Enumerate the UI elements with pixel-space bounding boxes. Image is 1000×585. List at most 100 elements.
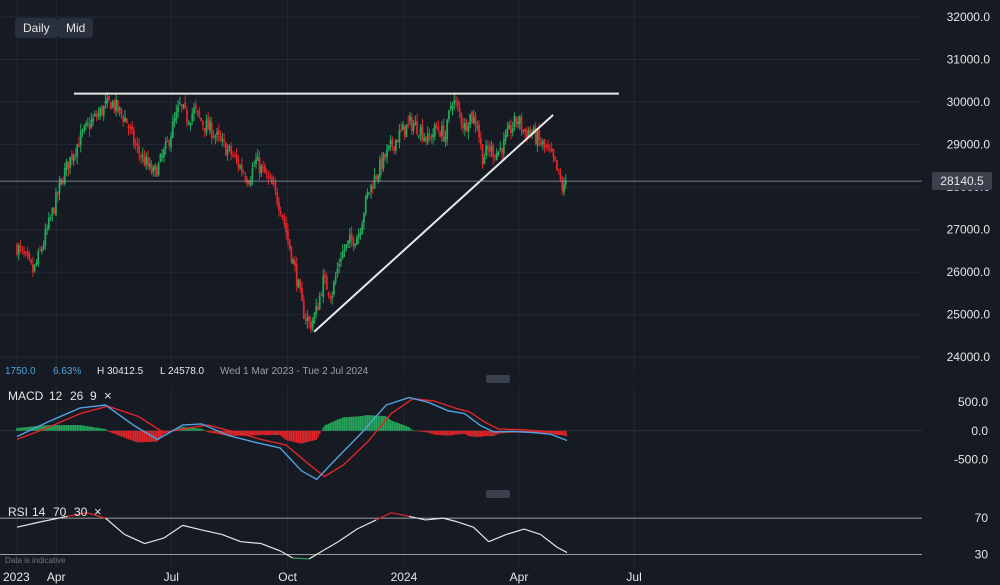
- candle-down: [501, 148, 503, 154]
- macd-histogram-bar: [110, 430, 112, 433]
- macd-histogram-bar: [17, 427, 20, 431]
- macd-histogram-bar: [400, 424, 402, 431]
- candle-up: [483, 157, 486, 165]
- macd-histogram-bar: [350, 416, 353, 431]
- candle-up: [124, 117, 126, 122]
- macd-histogram-bar: [271, 430, 273, 436]
- macd-histogram-bar: [432, 430, 434, 435]
- macd-close-button[interactable]: ×: [104, 388, 112, 403]
- candle-down: [474, 115, 477, 126]
- macd-histogram-bar: [193, 427, 195, 431]
- candle-down: [428, 135, 431, 137]
- macd-histogram-bar: [336, 419, 339, 431]
- price-axis-label: 31000.0: [947, 53, 991, 67]
- macd-histogram-bar: [83, 425, 86, 431]
- candle-down: [524, 128, 526, 132]
- candle-up: [72, 154, 75, 162]
- candle-up: [260, 165, 263, 173]
- pane-resize-handle[interactable]: [486, 490, 510, 498]
- candle-down: [186, 110, 188, 123]
- candle-up: [357, 234, 360, 238]
- macd-histogram-bar: [437, 430, 440, 435]
- macd-histogram-bar: [72, 425, 75, 431]
- macd-histogram-bar: [396, 422, 399, 431]
- rsi-close-button[interactable]: ×: [94, 504, 102, 519]
- mid-button[interactable]: Mid: [58, 18, 94, 38]
- candle-up: [463, 123, 466, 131]
- macd-histogram-bar: [561, 430, 564, 436]
- candle-up: [85, 123, 87, 126]
- rsi-line-segment: [105, 517, 125, 535]
- candle-up: [368, 192, 371, 194]
- macd-histogram-bar: [113, 430, 116, 434]
- macd-histogram-bar: [349, 416, 351, 431]
- candle-up: [476, 127, 479, 129]
- macd-histogram-bar: [63, 425, 66, 431]
- macd-histogram-bar: [302, 430, 305, 444]
- candle-down: [180, 105, 183, 107]
- candle-down: [32, 263, 34, 273]
- macd-histogram-bar: [356, 416, 358, 431]
- candle-down: [134, 143, 137, 146]
- macd-histogram-bar: [251, 430, 254, 436]
- candle-up: [508, 125, 511, 130]
- macd-histogram-bar: [313, 430, 316, 441]
- candle-up: [35, 262, 38, 265]
- candle-up: [33, 264, 36, 271]
- macd-histogram-bar: [191, 427, 194, 431]
- macd-histogram-bar: [373, 415, 376, 431]
- macd-histogram-bar: [147, 430, 149, 443]
- candle-up: [253, 165, 256, 167]
- macd-histogram-bar: [398, 423, 401, 431]
- candle-up: [499, 147, 502, 151]
- candle-down: [548, 148, 551, 150]
- candle-down: [559, 172, 562, 180]
- macd-histogram-bar: [67, 425, 70, 431]
- candle-up: [541, 141, 544, 145]
- candle-down: [217, 130, 220, 136]
- macd-histogram-bar: [122, 430, 125, 438]
- daily-button[interactable]: Daily: [15, 18, 58, 38]
- macd-histogram-bar: [552, 430, 555, 435]
- candle-down: [194, 104, 197, 109]
- macd-histogram-bar: [274, 430, 277, 436]
- candle-down: [478, 124, 480, 138]
- candle-up: [563, 184, 565, 193]
- candle-up: [336, 268, 339, 275]
- rsi-line-segment: [144, 537, 164, 545]
- candle-up: [92, 117, 95, 122]
- candle-down: [407, 121, 410, 123]
- candle-down: [269, 176, 272, 178]
- candle-down: [283, 216, 286, 224]
- macd-histogram-bar: [457, 430, 459, 435]
- candle-up: [426, 133, 429, 144]
- macd-histogram-bar: [87, 426, 89, 431]
- macd-histogram-bar: [88, 426, 91, 431]
- candle-down: [248, 181, 250, 184]
- macd-histogram-bar: [352, 416, 355, 431]
- macd-histogram-bar: [159, 430, 162, 439]
- candle-down: [439, 132, 442, 137]
- macd-histogram-bar: [156, 430, 158, 442]
- pane-resize-handle[interactable]: [486, 375, 510, 383]
- macd-histogram-bar: [359, 416, 362, 431]
- macd-histogram-bar: [233, 430, 236, 436]
- candle-up: [65, 161, 68, 170]
- macd-histogram-bar: [295, 430, 298, 443]
- candle-up: [51, 207, 54, 216]
- candle-down: [460, 113, 463, 124]
- rsi-line-segment: [260, 542, 281, 552]
- candle-down: [23, 251, 25, 254]
- candle-up: [497, 151, 500, 156]
- rsi-line-segment: [506, 528, 525, 536]
- candle-down: [396, 139, 399, 143]
- candle-down: [510, 124, 512, 134]
- macd-histogram-bar: [324, 425, 326, 431]
- candle-down: [258, 157, 261, 174]
- support-trendline[interactable]: [313, 114, 554, 333]
- macd-histogram-bar: [563, 430, 565, 436]
- candle-down: [242, 172, 245, 174]
- candle-up: [76, 144, 79, 158]
- macd-histogram-bar: [480, 430, 482, 437]
